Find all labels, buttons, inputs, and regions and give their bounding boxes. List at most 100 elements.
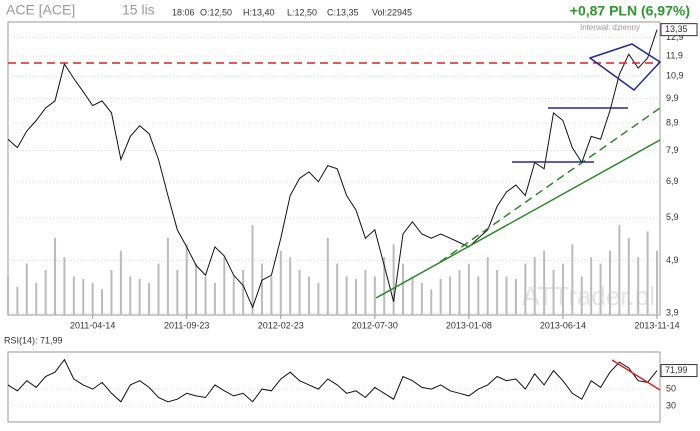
rsi-title: RSI(14): 71,99 [4, 335, 63, 345]
volume-bar [411, 276, 414, 315]
volume-bar [656, 250, 658, 315]
volume-bar [213, 282, 216, 315]
volume-bar [571, 244, 574, 315]
volume-bar [467, 263, 470, 315]
last-value-box [660, 23, 698, 37]
volume-bar [110, 270, 113, 315]
volume-bar [260, 263, 263, 315]
volume-bar [317, 282, 320, 315]
y-tick-label: 4,9 [666, 255, 679, 265]
volume-bar [148, 282, 151, 315]
volume-bar [44, 270, 47, 315]
volume-bar [449, 276, 452, 315]
volume-bar [223, 257, 226, 315]
volume-bar [54, 237, 57, 315]
volume-bar [402, 263, 405, 315]
volume-bar [552, 270, 555, 315]
volume-bar [458, 270, 461, 315]
volume-bar [599, 263, 602, 315]
x-tick-label: 2011-04-14 [70, 320, 115, 330]
volume-bar [637, 257, 640, 315]
volume-bar [129, 276, 132, 315]
x-tick-label: 2013-06-14 [540, 320, 586, 330]
volume-bar [185, 244, 188, 315]
volume-bar [364, 270, 367, 315]
y-tick-label: 11,9 [666, 51, 683, 61]
y-tick-label: 5,9 [666, 212, 679, 222]
symbol: ACE [ACE] [6, 2, 75, 18]
volume-bar [307, 276, 310, 315]
volume-bar [25, 263, 28, 315]
price-frame [7, 21, 661, 316]
volume-bar [477, 276, 480, 315]
volume-bar [16, 286, 19, 315]
drawings [8, 43, 662, 391]
volume-bar [514, 279, 517, 315]
x-tick-label: 2012-02-23 [258, 320, 304, 330]
y-tick-label: 12,9 [666, 32, 684, 42]
volume-bar [505, 276, 508, 315]
volume-bar [82, 279, 85, 315]
last-value-label: 71,99 [665, 365, 688, 375]
y-tick-label: 10,9 [666, 71, 684, 81]
volume-bar [646, 231, 649, 315]
y-tick-label: 9,9 [666, 93, 679, 103]
volume-bar [242, 270, 245, 315]
volume-bar [204, 276, 207, 315]
last-value-label: 13,35 [665, 24, 688, 34]
volume-bar [63, 257, 66, 315]
volume-bar [279, 250, 282, 315]
volume-bar [232, 276, 235, 315]
x-tick-label: 2013-11-14 [634, 320, 679, 330]
volume-bar [420, 282, 423, 315]
y-tick-label: 30 [666, 400, 676, 410]
date: 15 lis [122, 2, 155, 18]
close: C:13,35 [327, 7, 359, 17]
x-tick-label: 2011-09-23 [164, 320, 209, 330]
volume-bar [270, 276, 273, 315]
volume-bar [580, 276, 583, 315]
volume-bar [439, 279, 442, 315]
price-line [7, 358, 658, 403]
y-tick-label: 50 [666, 383, 676, 393]
triangle [588, 43, 662, 91]
volume-bar [157, 263, 160, 315]
volume-bar [533, 257, 536, 315]
volume-bar [618, 225, 621, 315]
volume-bar [91, 282, 94, 315]
volume-bar [336, 263, 339, 315]
volume-bar [345, 276, 348, 315]
volume-bar [72, 276, 75, 315]
volume-bar [119, 250, 122, 315]
low: L:12,50 [287, 7, 317, 17]
volume-bar [486, 257, 489, 315]
y-tick-label: 7,9 [666, 145, 679, 155]
volume-bar [251, 225, 254, 315]
time: 18:06 [172, 7, 195, 17]
volume-bar [373, 276, 376, 315]
volume-bar [430, 289, 433, 315]
x-tick-label: 2013-01-08 [446, 320, 492, 330]
open: O:12,50 [200, 7, 232, 17]
price-line [7, 29, 658, 309]
volume-bar [561, 263, 564, 315]
volume-bar [326, 237, 329, 315]
volume-bar [176, 270, 179, 315]
volume-bar [496, 270, 499, 315]
volume-bar [289, 257, 292, 315]
volume-bar [590, 257, 593, 315]
volume-bar [138, 279, 141, 315]
last-value-box [660, 364, 698, 378]
volume-bar [383, 257, 386, 315]
volume-bar [608, 250, 611, 315]
watermark: ATTrader.pl [522, 281, 655, 311]
volume-bar [543, 250, 546, 315]
trend-line [375, 139, 661, 299]
volume-bar [524, 263, 527, 315]
high: H:13,40 [243, 7, 275, 17]
rsi-trend-line [611, 359, 661, 391]
volume-bar [166, 237, 169, 315]
volume: Vol:22945 [372, 7, 412, 17]
